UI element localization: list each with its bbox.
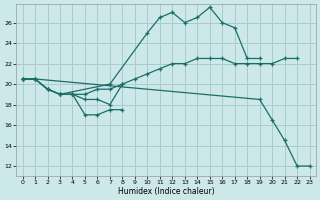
X-axis label: Humidex (Indice chaleur): Humidex (Indice chaleur) — [118, 187, 214, 196]
